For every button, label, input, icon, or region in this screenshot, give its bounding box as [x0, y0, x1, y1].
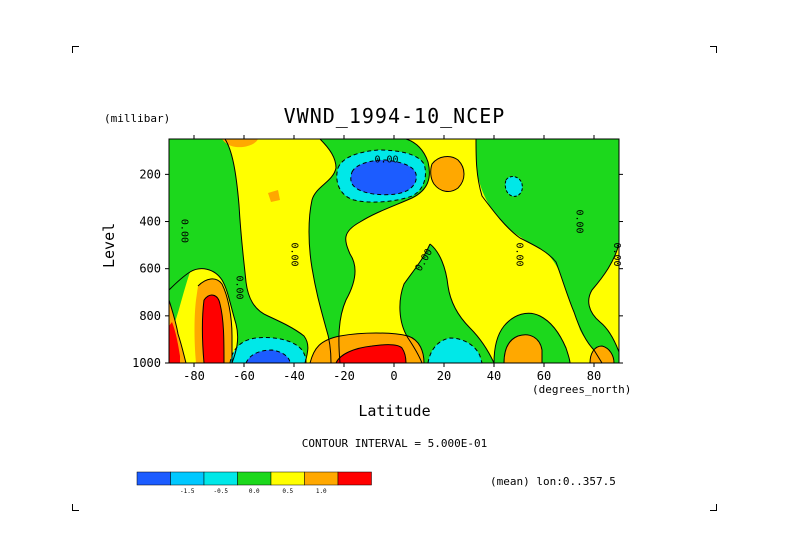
frame-corner-top-right: [710, 46, 717, 53]
colorbar-legend: -1.5 -0.5 0.0 0.5 1.0: [136, 471, 372, 495]
contour-line-dashed: [350, 159, 417, 196]
contour-line: [197, 278, 233, 363]
contour-region-orange-arctic: [590, 346, 614, 363]
contour-line: [493, 312, 571, 363]
contour-region-red-south: [202, 295, 224, 363]
contour-line-dashed: [504, 176, 523, 197]
colorbar-swatch: [270, 471, 305, 486]
x-axis-label: Latitude: [358, 402, 431, 420]
x-tick-label: -40: [283, 369, 305, 383]
contour-interval-note: CONTOUR INTERVAL = 5.000E-01: [301, 437, 488, 450]
contour-region-orange-small: [268, 190, 280, 202]
contour-line-dashed: [336, 149, 426, 203]
contour-line: [169, 268, 239, 363]
frame-corner-bottom-right: [710, 504, 717, 511]
contour-line-layer: [169, 139, 619, 363]
x-tick-label: 40: [487, 369, 501, 383]
x-axis-units: (degrees_north): [532, 383, 632, 396]
contour-value-label: 0.00: [289, 242, 300, 266]
contour-line: [430, 156, 465, 192]
colorbar-swatch: [304, 471, 339, 486]
frame-corner-top-left: [72, 46, 79, 53]
frame-corner-bottom-left: [72, 504, 79, 511]
x-tick-label: 0: [390, 369, 397, 383]
contour-line: [308, 139, 337, 363]
colorbar-swatch: [337, 471, 372, 486]
contour-region-cyan-north-small: [505, 176, 523, 197]
colorbar-swatch: [203, 471, 238, 486]
x-tick-label: -80: [183, 369, 205, 383]
x-axis: -80 -60 -40 -20 0 20 40 60 80: [183, 135, 601, 383]
contour-line: [589, 345, 615, 363]
contour-line: [503, 334, 543, 363]
colorbar-swatch: [136, 471, 171, 486]
chart-title: VWND_1994-10_NCEP: [283, 104, 506, 128]
mean-longitude-note: (mean) lon:0..357.5: [490, 475, 616, 488]
contour-value-label: 0.00: [574, 209, 585, 233]
contour-value-label: 0.00: [234, 276, 245, 300]
contour-region-blue-south-lowlevel: [246, 350, 290, 363]
contour-region-red-antarctic: [169, 322, 180, 363]
contour-region-green-south: [169, 139, 308, 363]
contour-value-label: 0.00: [374, 155, 398, 166]
colorbar-label: -1.5: [180, 488, 195, 495]
contour-region-orange-topleft: [222, 139, 258, 148]
contour-line: [169, 299, 187, 363]
contour-line: [475, 139, 603, 363]
contour-line: [309, 332, 425, 363]
colorbar-swatch: [237, 471, 272, 486]
x-tick-label: 60: [537, 369, 551, 383]
contour-region-red-equator: [336, 344, 406, 363]
contour-region-cyan-tropics-lowlevel: [428, 338, 482, 363]
y-axis: 200 400 600 800 1000: [132, 167, 623, 370]
contour-value-label: 0.00: [179, 219, 190, 243]
contour-value-label: 0.00: [611, 242, 622, 266]
y-tick-label: 400: [139, 215, 161, 229]
contour-line-dashed: [229, 337, 307, 363]
contour-line: [224, 139, 309, 363]
colorbar-swatch: [170, 471, 205, 486]
contour-line: [203, 294, 225, 363]
contour-region-green-tropics: [399, 244, 494, 363]
contour-region-orange-north-lowlevel: [504, 334, 542, 363]
x-tick-label: -60: [233, 369, 255, 383]
y-tick-label: 800: [139, 309, 161, 323]
plot-area: 0.000.000.000.000.00 0.000.000.00 -80 -60-…: [132, 135, 623, 383]
contour-line: [588, 243, 619, 353]
colorbar-label: 1.0: [316, 488, 327, 495]
contour-line: [338, 139, 430, 363]
contour-line: [399, 243, 431, 363]
colorbar-label: -0.5: [214, 488, 229, 495]
x-tick-label: 20: [437, 369, 451, 383]
contour-region-blue-jet: [350, 160, 417, 195]
contour-line: [335, 344, 407, 363]
y-tick-label: 600: [139, 262, 161, 276]
colorbar-label: 0.5: [282, 488, 293, 495]
contour-line-dashed: [245, 349, 291, 363]
contour-line: [429, 243, 495, 363]
x-tick-label: -20: [333, 369, 355, 383]
colorbar-label: 0.0: [249, 488, 260, 495]
contour-value-label: 0.00: [514, 242, 525, 266]
contour-region-orange-jet-north: [430, 156, 464, 192]
y-tick-label: 200: [139, 167, 161, 181]
x-tick-label: 80: [587, 369, 601, 383]
contour-line: [202, 299, 205, 363]
contour-line-dashed: [427, 337, 483, 363]
y-axis-units: (millibar): [104, 112, 171, 125]
y-tick-label: 1000: [132, 356, 161, 370]
